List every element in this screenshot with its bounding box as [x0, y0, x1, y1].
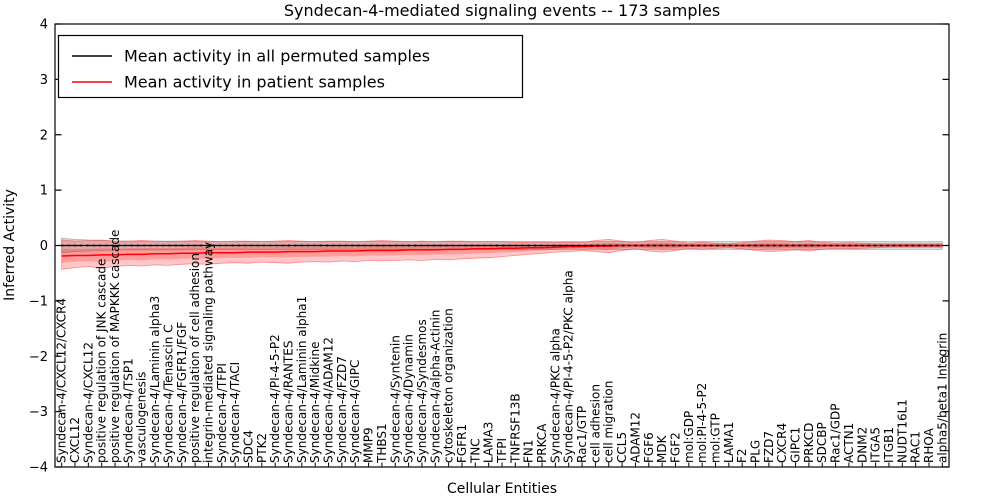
x-tick-label: FGF6 — [642, 432, 656, 463]
x-tick-label: Syndecan-4/FZD7 — [335, 356, 349, 463]
x-tick-label: Syndecan-4/RANTES — [282, 341, 296, 463]
x-tick-label: TFPI — [495, 438, 509, 464]
x-tick-label: THBS1 — [375, 423, 389, 464]
y-tick-label: 0 — [40, 239, 48, 254]
x-tick-label: cytoskeleton organization — [442, 308, 456, 463]
x-tick-label: Syndecan-4/PKC alpha — [548, 328, 562, 463]
chart-title: Syndecan-4-mediated signaling events -- … — [284, 1, 720, 20]
x-tick-label: MMP9 — [362, 427, 376, 463]
x-tick-label: integrin-mediated signaling pathway — [201, 242, 215, 463]
x-tick-label: Syndecan-4/TSP1 — [121, 358, 135, 463]
x-axis-label: Cellular Entities — [447, 481, 557, 497]
y-tick-label: 4 — [40, 18, 48, 33]
y-tick-label: −3 — [29, 405, 48, 420]
x-tick-label: GIPC1 — [789, 427, 803, 463]
x-tick-label: PRKCD — [802, 423, 816, 463]
x-tick-label: RHOA — [922, 427, 936, 463]
x-tick-label: ADAM12 — [628, 412, 642, 463]
y-tick-label: −1 — [29, 294, 48, 309]
x-tick-label: Syndecan-4/PI-4-5-P2 — [268, 334, 282, 463]
x-tick-label: Syndecan-4/Tenascin C — [161, 324, 175, 463]
x-tick-label: SDC4 — [242, 430, 256, 463]
x-tick-label: ITGA5 — [869, 427, 883, 463]
x-tick-label: LAMA1 — [722, 422, 736, 463]
x-tick-label: Syndecan-4/TFPI — [215, 363, 229, 463]
x-tick-label: Syndecan-4/CXCL12/CXCR4 — [55, 298, 69, 463]
x-tick-label: Syndecan-4/Laminin alpha1 — [295, 296, 309, 463]
x-tick-label: Syndecan-4/TACI — [228, 362, 242, 463]
x-tick-label: Syndecan-4/alpha-Actinin — [428, 310, 442, 463]
x-tick-label: positive regulation of cell adhesion — [188, 253, 202, 463]
x-tick-label: Syndecan-4/ADAM12 — [322, 337, 336, 463]
x-tick-label: PLG — [749, 440, 763, 463]
x-tick-label: FGFR1 — [455, 424, 469, 463]
x-tick-label: FGF2 — [669, 432, 683, 463]
x-tick-label: FN1 — [522, 439, 536, 463]
x-tick-label: F2 — [735, 448, 749, 463]
patient-mean-line — [61, 244, 943, 257]
y-tick-label: 3 — [40, 73, 48, 88]
x-tick-label: SDCBP — [815, 422, 829, 463]
x-tick-label: CCL5 — [615, 432, 629, 463]
x-tick-label: Syndecan-4/FGFR1/FGF — [175, 322, 189, 463]
x-tick-label: positive regulation of MAPKKK cascade — [108, 230, 122, 463]
x-tick-label: positive regulation of JNK cascade — [95, 259, 109, 463]
x-tick-label: DNM2 — [855, 427, 869, 463]
x-tick-label: PRKCA — [535, 423, 549, 463]
band-patient-inner — [61, 242, 943, 263]
x-tick-label: FZD7 — [762, 431, 776, 463]
x-tick-label: PTK2 — [255, 433, 269, 463]
x-tick-label: NUDT16L1 — [895, 399, 909, 463]
x-tick-label: TNFRSF13B — [508, 393, 522, 464]
x-tick-label: MDK — [655, 434, 669, 463]
y-tick-label: 1 — [40, 184, 48, 199]
x-tick-label: RAC1 — [909, 431, 923, 463]
x-tick-label: cell migration — [602, 381, 616, 463]
x-tick-label: mol:GTP — [709, 413, 723, 463]
x-tick-label: Syndecan-4/Syndesmos — [415, 319, 429, 463]
x-tick-label: ACTN1 — [842, 423, 856, 463]
x-tick-label: vasculogenesis — [135, 372, 149, 463]
y-tick-label: −4 — [29, 461, 48, 476]
y-tick-label: 2 — [40, 128, 48, 143]
x-tick-label: Syndecan-4/PI-4-5-P2/PKC alpha — [562, 270, 576, 463]
x-tick-label: Syndecan-4/Dynamin — [402, 334, 416, 463]
x-tick-label: alpha5/beta1 Integrin — [935, 333, 949, 463]
x-tick-label: mol:PI-4-5-P2 — [695, 383, 709, 463]
legend: Mean activity in all permuted samples Me… — [57, 34, 524, 99]
legend-box — [57, 34, 524, 99]
x-tick-label: Syndecan-4/CXCL12 — [81, 342, 95, 463]
series-lines — [60, 244, 944, 257]
x-tick-label: mol:GDP — [682, 411, 696, 463]
y-axis-ticks: −4 −3 −2 −1 0 1 2 3 4 — [29, 18, 949, 476]
x-tick-label: Syndecan-4/GIPC — [348, 360, 362, 463]
band-patient-outer — [61, 238, 943, 270]
y-tick-label: −2 — [29, 350, 48, 365]
legend-label-patient: Mean activity in patient samples — [124, 73, 385, 92]
x-tick-label: ITGB1 — [882, 427, 896, 463]
legend-label-permuted: Mean activity in all permuted samples — [124, 47, 430, 66]
uncertainty-bands — [61, 237, 943, 270]
x-tick-label: CXCL12 — [68, 417, 82, 463]
y-axis-label: Inferred Activity — [2, 189, 18, 301]
x-tick-label: CXCR4 — [775, 423, 789, 463]
x-tick-label: Syndecan-4/Laminin alpha3 — [148, 296, 162, 463]
x-tick-label: cell adhesion — [588, 384, 602, 463]
x-tick-label: LAMA3 — [482, 422, 496, 463]
x-tick-label: Rac1/GTP — [575, 406, 589, 463]
x-axis-ticks: Syndecan-4/CXCL12/CXCR4 CXCL12 Syndecan-4/… — [55, 230, 949, 467]
x-tick-label: Syndecan-4/Midkine — [308, 342, 322, 463]
x-tick-label: Rac1/GDP — [829, 404, 843, 463]
x-tick-label: TNC — [468, 438, 482, 464]
x-tick-label: Syndecan-4/Syntenin — [388, 335, 402, 463]
